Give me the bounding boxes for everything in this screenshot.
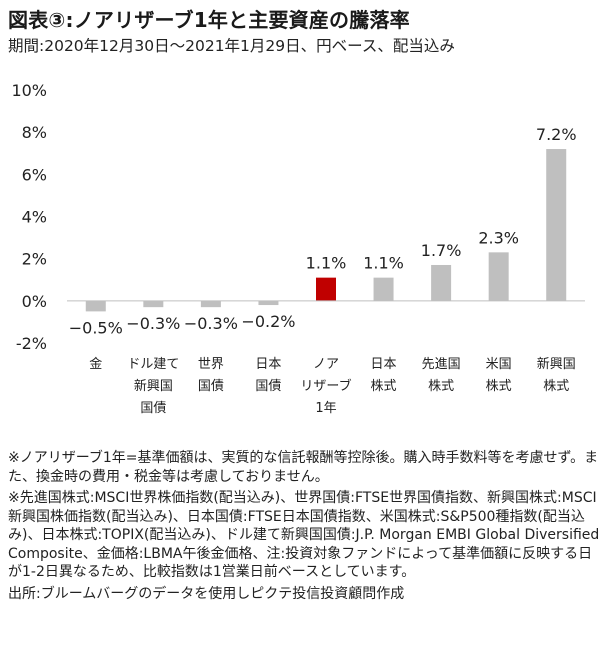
data-label: −0.2% <box>241 312 295 331</box>
category-label: 金 <box>89 356 102 372</box>
bar <box>431 264 452 301</box>
category-label: 1年 <box>315 401 336 416</box>
footnote-noah: ※ノアリザーブ1年=基準価額は、実質的な信託報酬等控除後。購入時手数料等を考慮せ… <box>8 450 599 485</box>
category-label: 日本 <box>371 357 397 372</box>
category-labels: 金ドル建て新興国国債世界国債日本国債ノアリザーブ1年日本株式先進国株式米国株式新… <box>89 356 575 416</box>
y-tick-label: 0% <box>22 292 47 311</box>
category-label: 株式 <box>486 379 512 394</box>
category-label: 米国 <box>486 357 512 372</box>
category-label: 新興国 <box>134 378 173 394</box>
data-label: −0.3% <box>184 314 238 333</box>
category-label: ノア <box>313 357 339 372</box>
category-label: 日本 <box>255 357 281 372</box>
bar <box>200 300 221 308</box>
bar <box>258 300 279 306</box>
y-tick-label: 10% <box>11 81 47 100</box>
y-tick-label: 8% <box>22 123 47 142</box>
bar <box>546 149 567 301</box>
chart-title: 図表③:ノアリザーブ1年と主要資産の騰落率 <box>8 8 410 32</box>
data-label: 1.1% <box>306 254 347 273</box>
y-tick-label: 2% <box>22 250 47 269</box>
category-label: 新興国 <box>537 356 576 372</box>
category-label: ドル建て <box>127 357 179 372</box>
bars <box>85 149 567 312</box>
category-label: 株式 <box>371 379 397 394</box>
category-label: 国債 <box>255 379 281 394</box>
y-tick-label: 6% <box>22 165 47 184</box>
y-axis: -2% 0% 2% 4% 6% 8% 10% <box>11 81 47 353</box>
bar-chart: -2%0%2%4%6%8%10% −0.5% −0.3% −0.3% −0.2%1.1… <box>11 81 585 416</box>
bar <box>316 277 336 301</box>
value-labels: −0.5% −0.3% −0.3% −0.2%1.1% 1.1%1.7%2.3%7.2% <box>69 125 577 337</box>
bar <box>488 252 509 301</box>
data-label: 7.2% <box>536 125 577 144</box>
data-label: −0.3% <box>126 314 180 333</box>
data-label: 1.7% <box>421 241 462 260</box>
data-label: 1.1% <box>363 254 404 273</box>
category-label: 国債 <box>198 379 224 394</box>
data-label: −0.5% <box>69 318 123 337</box>
category-label: リザーブ <box>300 378 351 394</box>
category-label: 国債 <box>140 401 166 416</box>
footnote-source: 出所:ブルームバーグのデータを使用しピクテ投信投資顧問作成 <box>8 585 405 602</box>
bar <box>143 300 164 308</box>
y-tick-label: 4% <box>22 208 47 227</box>
category-label: 先進国 <box>422 357 461 372</box>
bar <box>85 300 106 312</box>
y-tick-label: -2% <box>16 334 47 353</box>
footnote-indices: ※先進国株式:MSCI世界株価指数(配当込み)、世界国債:FTSE世界国債指数、… <box>8 490 600 580</box>
category-label: 世界 <box>198 357 224 372</box>
chart-subtitle: 期間:2020年12月30日〜2021年1月29日、円ベース、配当込み <box>8 37 455 55</box>
data-label: 2.3% <box>478 228 519 247</box>
bar <box>373 277 394 301</box>
category-label: 株式 <box>428 379 454 394</box>
category-label: 株式 <box>543 379 569 394</box>
footnotes: ※ノアリザーブ1年=基準価額は、実質的な信託報酬等控除後。購入時手数料等を考慮せ… <box>8 449 603 606</box>
